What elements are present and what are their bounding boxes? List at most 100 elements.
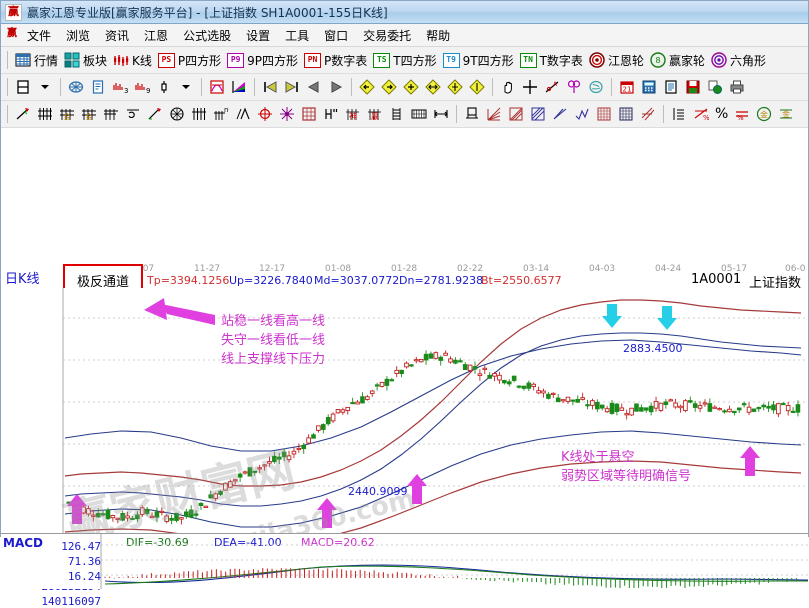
tool-zigzag[interactable]	[571, 105, 593, 123]
menu-item-trade[interactable]: 交易委托	[363, 28, 412, 43]
tool-circle-cross[interactable]	[166, 105, 188, 123]
tool-gold-circle-2[interactable]: 金	[775, 105, 797, 123]
report-button[interactable]	[660, 78, 682, 96]
tool-pct-lines[interactable]: %	[731, 105, 753, 123]
toolbar-button-gann-wheel[interactable]: 江恩轮	[586, 51, 647, 70]
tool-shade-box[interactable]	[505, 105, 527, 123]
menu-item-settings[interactable]: 设置	[246, 28, 271, 43]
multi3-chart-button[interactable]: 3	[109, 78, 131, 96]
menu-item-formula[interactable]: 公式选股	[183, 28, 232, 43]
tool-snowflake[interactable]	[276, 105, 298, 123]
chart-area[interactable]: 10-18 11-07 11-27 12-17 01-08 01-28 02-2…	[1, 128, 808, 608]
zoom-right-button[interactable]	[378, 78, 400, 96]
tool-spiral[interactable]	[122, 105, 144, 123]
tool-keyboard[interactable]	[408, 105, 430, 123]
expand-button[interactable]	[444, 78, 466, 96]
crosshair-button[interactable]	[519, 78, 541, 96]
toolbar-button-9t-square[interactable]: T9 9T四方形	[440, 51, 517, 70]
date-tick: 01-28	[391, 264, 418, 274]
tool-parallel[interactable]	[637, 105, 659, 123]
tool-target[interactable]	[254, 105, 276, 123]
print-button[interactable]	[726, 78, 748, 96]
toolbar-button-p-number-table[interactable]: PN P数字表	[301, 51, 370, 70]
tool-pen-red[interactable]	[144, 105, 166, 123]
save-button[interactable]	[682, 78, 704, 96]
toolbar-button-sectors[interactable]: 板块	[61, 51, 110, 70]
prev-page-button[interactable]	[303, 78, 325, 96]
tool-shen-text[interactable]: 神	[342, 105, 364, 123]
tool-grid-comb[interactable]	[188, 105, 210, 123]
toolbar-button-t-square[interactable]: TS T四方形	[370, 51, 439, 70]
zoom-out-icon	[425, 79, 441, 95]
toolbar-button-p-square[interactable]: PS P四方形	[155, 51, 224, 70]
tool-slope-line[interactable]	[549, 105, 571, 123]
menu-item-news[interactable]: 资讯	[105, 28, 130, 43]
multi9-chart-button[interactable]: 9	[131, 78, 153, 96]
tool-ying-text[interactable]: 赢	[364, 105, 386, 123]
tool-grid-lines[interactable]	[34, 105, 56, 123]
single-candle-dropdown[interactable]	[175, 78, 197, 96]
single-candle-button[interactable]	[153, 78, 175, 96]
macd-panel[interactable]: MACD DIF=-30.69 DEA=-41.00 MACD=20.62 12…	[1, 533, 809, 589]
menu-item-help[interactable]: 帮助	[426, 28, 451, 43]
tool-grid-dark[interactable]	[615, 105, 637, 123]
next-page-button[interactable]	[325, 78, 347, 96]
last-page-button[interactable]	[281, 78, 303, 96]
tool-gold-fork-2[interactable]: 金	[78, 105, 100, 123]
tool-fan-lines[interactable]	[483, 105, 505, 123]
tool-gold-fork-1[interactable]: 金	[56, 105, 78, 123]
period-button[interactable]	[12, 78, 34, 96]
zoom-left-button[interactable]	[356, 78, 378, 96]
quotes-grid-icon	[15, 52, 31, 68]
draw-line-button[interactable]: A	[541, 78, 563, 96]
flower-tool-button[interactable]	[563, 78, 585, 96]
tn-number-table-icon: TN	[519, 52, 537, 68]
brain-tool-button[interactable]	[585, 78, 607, 96]
tool-percent-sign[interactable]: %	[712, 105, 731, 123]
toolbar-button-kline[interactable]: K线	[110, 51, 155, 70]
tool-cross-percent[interactable]: %	[690, 105, 712, 123]
tool-hatch-box[interactable]	[527, 105, 549, 123]
shrink-button[interactable]	[466, 78, 488, 96]
menu-item-gann[interactable]: 江恩	[144, 28, 169, 43]
target-icon	[258, 107, 272, 121]
zoom-in-button[interactable]	[400, 78, 422, 96]
tool-n2-square[interactable]: n²	[210, 105, 232, 123]
period-dropdown[interactable]	[34, 78, 56, 96]
calculator-button[interactable]	[638, 78, 660, 96]
multi3-chart-icon: 3	[113, 83, 128, 95]
menu-item-file[interactable]: 文件	[27, 28, 52, 43]
menu-item-browse[interactable]: 浏览	[66, 28, 91, 43]
tool-ladder[interactable]	[386, 105, 408, 123]
tool-gann-angle[interactable]	[12, 105, 34, 123]
tool-percent-frame[interactable]	[461, 105, 483, 123]
tool-h-quote[interactable]	[320, 105, 342, 123]
toolbar-button-hexagon[interactable]: 六角形	[708, 51, 769, 70]
price-tag-low: 2440.9099	[348, 485, 408, 498]
overlay-button[interactable]	[206, 78, 228, 96]
menu-item-tools[interactable]: 工具	[285, 28, 310, 43]
zoom-in-icon	[403, 79, 419, 95]
hand-tool-button[interactable]	[497, 78, 519, 96]
clipboard-button[interactable]	[87, 78, 109, 96]
first-page-button[interactable]	[259, 78, 281, 96]
tool-box-grid[interactable]	[298, 105, 320, 123]
color-fan-button[interactable]	[228, 78, 250, 96]
tool-triangle-a[interactable]	[232, 105, 254, 123]
network-button[interactable]	[65, 78, 87, 96]
toolbar-button-9p-square[interactable]: P9 9P四方形	[224, 51, 301, 70]
svg-text:%: %	[703, 114, 709, 122]
toolbar-button-winner-wheel[interactable]: 8 赢家轮	[647, 51, 708, 70]
toolbar-button-t-number-table[interactable]: TN T数字表	[517, 51, 586, 70]
tool-gold-circle-1[interactable]: 金	[753, 105, 775, 123]
tool-stair[interactable]	[668, 105, 690, 123]
gold-circle-2-icon: 金	[780, 109, 793, 119]
tool-arrow-span[interactable]	[430, 105, 452, 123]
tool-grid-red[interactable]	[593, 105, 615, 123]
calendar-button[interactable]: 21	[616, 78, 638, 96]
menu-item-window[interactable]: 窗口	[324, 28, 349, 43]
zoom-out-button[interactable]	[422, 78, 444, 96]
tool-fork-f[interactable]	[100, 105, 122, 123]
copy-button[interactable]	[704, 78, 726, 96]
toolbar-button-quotes[interactable]: 行情	[12, 51, 61, 70]
